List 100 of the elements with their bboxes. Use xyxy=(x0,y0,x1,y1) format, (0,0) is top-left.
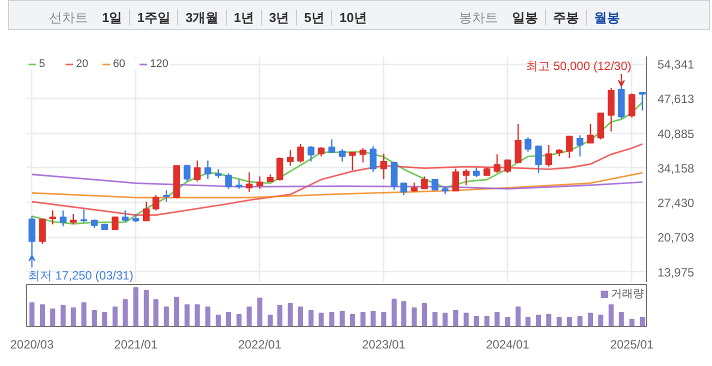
y-tick-label: 54,341 xyxy=(658,58,695,72)
bar xyxy=(505,317,510,326)
y-tick-label: 34,158 xyxy=(658,161,695,176)
text: 3년 xyxy=(260,10,296,25)
candlestick xyxy=(286,150,294,166)
candlestick xyxy=(639,92,646,112)
candlestick xyxy=(545,144,552,168)
bar xyxy=(216,314,221,326)
candlestick xyxy=(39,218,46,245)
candlestick xyxy=(70,213,77,225)
bar xyxy=(536,314,542,326)
bar xyxy=(133,287,138,326)
text: 일봉 xyxy=(512,10,539,25)
candlestick xyxy=(194,160,201,182)
bar xyxy=(392,298,397,326)
bar xyxy=(81,302,86,326)
candlestick xyxy=(297,143,304,164)
bar xyxy=(494,312,500,326)
bar xyxy=(453,310,458,326)
candlestick xyxy=(163,190,170,202)
bar xyxy=(194,304,200,326)
text: 월봉 xyxy=(586,10,627,25)
candlestick xyxy=(349,152,356,171)
bar xyxy=(268,314,273,326)
candlestick xyxy=(370,145,377,172)
bar xyxy=(525,317,531,326)
candlestick xyxy=(122,210,129,222)
bar xyxy=(92,310,97,326)
bar xyxy=(308,310,314,326)
bar xyxy=(40,304,45,326)
bar xyxy=(598,314,604,326)
bar xyxy=(29,302,34,326)
candlestick xyxy=(360,147,366,164)
candlestick xyxy=(535,145,542,174)
candlestick xyxy=(400,182,408,196)
y-tick-label: 20,703 xyxy=(658,230,695,245)
text: 주봉 xyxy=(545,10,586,25)
candlestick xyxy=(587,123,594,144)
y-tick-label: 13,975 xyxy=(658,265,695,280)
candlestick xyxy=(60,210,67,228)
legend-label: 60 xyxy=(113,58,126,70)
x-tick-label: 2024/01 xyxy=(486,338,530,352)
bar xyxy=(464,312,469,326)
x-tick-label: 2025/01 xyxy=(610,338,654,352)
x-tick-label: 2022/01 xyxy=(238,338,282,352)
x-tick-label: 2021/01 xyxy=(114,338,158,352)
bar xyxy=(236,314,242,326)
candlestick xyxy=(236,178,242,190)
bar xyxy=(50,308,56,326)
bar xyxy=(257,298,262,326)
candlestick xyxy=(421,176,428,190)
candlestick xyxy=(380,153,388,180)
candlestick xyxy=(49,210,56,225)
bar xyxy=(516,306,521,326)
legend-label: 5 xyxy=(39,58,46,70)
bar xyxy=(640,317,645,326)
bar xyxy=(412,307,417,326)
candlestick xyxy=(432,179,438,190)
candlestick xyxy=(225,172,232,190)
x-tick-label: 2023/01 xyxy=(362,338,406,352)
candlestick xyxy=(410,182,418,193)
legend-label: 120 xyxy=(150,58,170,70)
bar xyxy=(102,312,108,326)
text: 1년 xyxy=(226,10,261,25)
candlestick xyxy=(142,201,150,222)
candlestick xyxy=(628,92,636,118)
line-series xyxy=(31,143,644,216)
candlestick xyxy=(256,176,264,190)
line-series xyxy=(31,172,644,198)
bar xyxy=(112,306,118,326)
annotation: 최고 50,000 (12/30) xyxy=(526,58,632,73)
candlestick xyxy=(204,160,212,180)
bar xyxy=(432,312,438,326)
text: 선차트 xyxy=(49,10,88,25)
bar xyxy=(70,307,76,326)
text: 봉차트 xyxy=(459,10,498,25)
bar xyxy=(226,312,232,326)
bar xyxy=(298,306,304,326)
candlestick xyxy=(576,134,584,158)
bar xyxy=(556,317,562,326)
candlestick xyxy=(308,145,314,162)
legend-label: 거래량 xyxy=(611,287,644,301)
bar xyxy=(442,312,448,326)
bar xyxy=(566,317,572,326)
bar xyxy=(60,305,66,326)
candlestick xyxy=(494,154,500,174)
bar xyxy=(184,304,190,326)
legend-label: 20 xyxy=(76,58,90,70)
text: 1일 xyxy=(102,10,124,25)
candlestick xyxy=(452,168,460,192)
bar xyxy=(164,306,169,326)
bar xyxy=(629,319,634,326)
bar xyxy=(577,316,582,326)
text: 3개월 xyxy=(177,10,226,25)
bar xyxy=(360,312,366,326)
candlestick xyxy=(462,168,470,186)
candlestick xyxy=(390,160,398,190)
candlestick xyxy=(276,156,284,182)
bar xyxy=(608,304,614,326)
bar xyxy=(422,303,427,326)
